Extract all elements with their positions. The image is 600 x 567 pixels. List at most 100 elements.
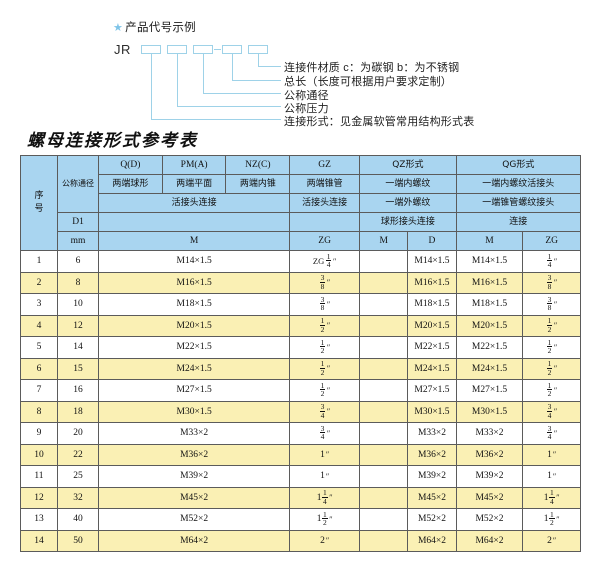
code-box-5 <box>248 45 268 54</box>
cell-qg-m: M36×2 <box>455 443 524 466</box>
cell-qz-d: M64×2 <box>407 529 457 552</box>
cell-qg-zg: 3 4 ″ <box>522 400 581 423</box>
cell-qz-m <box>359 271 409 294</box>
table-row: 10 22 M36×2 1 ″ M36×2 M36×2 1 ″ <box>20 443 581 466</box>
cell-gz-zg: 1 ″ <box>289 465 361 488</box>
cell-seq: 6 <box>20 357 58 380</box>
cell-qg-m: M30×1.5 <box>455 400 524 423</box>
cell-qg-m: M45×2 <box>455 486 524 509</box>
table-row: 7 16 M27×1.5 1 2 ″ M27×1.5 M27×1.5 1 2 ″ <box>20 379 581 402</box>
cell-qg-m: M18×1.5 <box>455 293 524 316</box>
cell-qz-d: M33×2 <box>407 422 457 445</box>
cell-qz-d: M16×1.5 <box>407 271 457 294</box>
leader-line-4-vertical <box>177 54 178 106</box>
page-title: 螺母连接形式参考表 <box>27 131 198 151</box>
header-row-desc: 两端球形 两端平面 两端内锥 两端锥管 一端内螺纹 一端内螺纹活接头 <box>21 174 582 194</box>
cell-qg-zg: 1 1 2 ″ <box>522 508 581 531</box>
cell-m-merged: M16×1.5 <box>98 271 291 294</box>
header-seq-char1: 序 <box>34 190 44 201</box>
cell-qz-m <box>359 293 409 316</box>
table-row: 1 6 M14×1.5 ZG 1 4 ″ M14×1.5 M14×1.5 1 4 ″ <box>20 250 581 273</box>
header-desc-qd: 两端球形 <box>98 174 163 194</box>
cell-nominal-dia: 18 <box>56 400 100 423</box>
code-legend-title: ★ 产品代号示例 <box>113 19 196 35</box>
cell-qz-d: M24×1.5 <box>407 357 457 380</box>
cell-qz-d: M20×1.5 <box>407 314 457 337</box>
table-row: 8 18 M30×1.5 3 4 ″ M30×1.5 M30×1.5 3 4 ″ <box>20 400 581 423</box>
leader-line-2-vertical <box>232 54 233 80</box>
cell-qg-zg: 1 ″ <box>522 465 581 488</box>
cell-qg-m: M52×2 <box>455 508 524 531</box>
cell-nominal-dia: 14 <box>56 336 100 359</box>
cell-m-merged: M36×2 <box>98 443 291 466</box>
leader-line-5-horizontal <box>151 119 281 120</box>
cell-qz-d: M22×1.5 <box>407 336 457 359</box>
code-dash <box>214 49 221 50</box>
leader-line-4-horizontal <box>177 106 281 107</box>
cell-qg-m: M64×2 <box>455 529 524 552</box>
cell-qg-m: M27×1.5 <box>455 379 524 402</box>
star-icon: ★ <box>113 22 124 34</box>
cell-qz-m <box>359 443 409 466</box>
leader-line-2-horizontal <box>232 80 281 81</box>
header-d1-qz: 球形接头连接 <box>359 212 457 232</box>
cell-gz-zg: 2 ″ <box>289 529 361 552</box>
cell-nominal-dia: 40 <box>56 508 100 531</box>
header-unit-qz-m: M <box>359 231 409 251</box>
cell-gz-zg: 1 1 2 ″ <box>289 508 361 531</box>
header-group-qz: QZ形式 <box>359 155 457 175</box>
table-row: 3 10 M18×1.5 3 8 ″ M18×1.5 M18×1.5 3 8 ″ <box>20 293 581 316</box>
cell-m-merged: M20×1.5 <box>98 314 291 337</box>
cell-seq: 1 <box>20 250 58 273</box>
cell-seq: 12 <box>20 486 58 509</box>
cell-qz-m <box>359 400 409 423</box>
cell-m-merged: M24×1.5 <box>98 357 291 380</box>
cell-seq: 3 <box>20 293 58 316</box>
header-unit-m-merged: M <box>98 231 291 251</box>
header-group-qd: Q(D) <box>98 155 163 175</box>
cell-qg-m: M24×1.5 <box>455 357 524 380</box>
annotation-connection-type: 连接形式：见金属软管常用结构形式表 <box>284 116 475 128</box>
cell-gz-zg: 3 8 ″ <box>289 293 361 316</box>
table-row: 4 12 M20×1.5 1 2 ″ M20×1.5 M20×1.5 1 2 ″ <box>20 314 581 337</box>
cell-nominal-dia: 16 <box>56 379 100 402</box>
header-seq: 序号 <box>20 155 58 251</box>
table-row: 2 8 M16×1.5 3 8 ″ M16×1.5 M16×1.5 3 8 ″ <box>20 271 581 294</box>
cell-m-merged: M39×2 <box>98 465 291 488</box>
cell-qz-m <box>359 465 409 488</box>
cell-m-merged: M64×2 <box>98 529 291 552</box>
cell-qg-zg: 1 2 ″ <box>522 357 581 380</box>
code-box-4 <box>222 45 242 54</box>
cell-gz-zg: 3 4 ″ <box>289 400 361 423</box>
header-d1-label: D1 <box>56 212 100 232</box>
cell-nominal-dia: 12 <box>56 314 100 337</box>
cell-m-merged: M14×1.5 <box>98 250 291 273</box>
header-unit-qg-m: M <box>455 231 524 251</box>
annotation-nominal-pressure: 公称压力 <box>284 103 329 115</box>
cell-seq: 8 <box>20 400 58 423</box>
cell-nominal-dia: 15 <box>56 357 100 380</box>
cell-gz-zg: 1 2 ″ <box>289 357 361 380</box>
header-desc-qz: 一端内螺纹 <box>359 174 457 194</box>
header-conn-qg: 一端锥管螺纹接头 <box>455 193 582 213</box>
cell-gz-zg: 1 2 ″ <box>289 336 361 359</box>
cell-nominal-dia: 25 <box>56 465 100 488</box>
header-group-gz: GZ <box>289 155 361 175</box>
annotation-nominal-bore: 公称通径 <box>284 90 329 102</box>
header-desc-nzc: 两端内锥 <box>225 174 291 194</box>
code-box-2 <box>167 45 187 54</box>
cell-seq: 9 <box>20 422 58 445</box>
header-group-nzc: NZ(C) <box>225 155 291 175</box>
cell-gz-zg: 1 2 ″ <box>289 379 361 402</box>
header-unit-qg-zg: ZG <box>522 231 581 251</box>
cell-qz-d: M14×1.5 <box>407 250 457 273</box>
cell-m-merged: M18×1.5 <box>98 293 291 316</box>
table-row: 5 14 M22×1.5 1 2 ″ M22×1.5 M22×1.5 1 2 ″ <box>20 336 581 359</box>
cell-qg-zg: 1 4 ″ <box>522 250 581 273</box>
header-conn-qz: 一端外螺纹 <box>359 193 457 213</box>
cell-seq: 11 <box>20 465 58 488</box>
cell-qz-d: M52×2 <box>407 508 457 531</box>
nut-connection-reference-table: 序号 公称通径 Q(D) PM(A) NZ(C) GZ QZ形式 QG形式 两端… <box>20 155 582 552</box>
header-d1-qg: 连接 <box>455 212 582 232</box>
cell-gz-zg: 1 2 ″ <box>289 314 361 337</box>
